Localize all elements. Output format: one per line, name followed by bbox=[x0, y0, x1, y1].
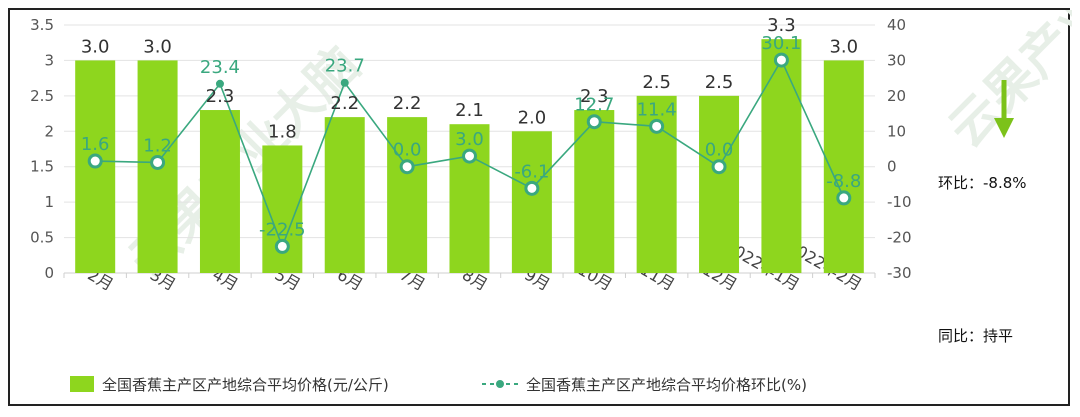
bar-value-label: 3.0 bbox=[81, 36, 110, 57]
bar bbox=[387, 117, 428, 273]
y-left-tick: 3 bbox=[44, 51, 54, 69]
yoy-note: 同比：持平 bbox=[938, 327, 1013, 345]
line-point bbox=[274, 238, 290, 254]
y-right-tick: 0 bbox=[887, 158, 897, 176]
line-value-label: 0.0 bbox=[705, 140, 734, 161]
line-value-label: 3.0 bbox=[455, 129, 484, 150]
bar bbox=[699, 95, 740, 273]
bar-value-label: 2.3 bbox=[580, 86, 609, 107]
down-arrow-icon bbox=[994, 80, 1014, 138]
y-right-tick: 10 bbox=[887, 122, 906, 140]
y-left-tick: 1.5 bbox=[30, 158, 54, 176]
line-point bbox=[836, 190, 852, 206]
line-point bbox=[524, 180, 540, 196]
y-right-tick: 40 bbox=[887, 16, 906, 34]
y-right-tick: -20 bbox=[887, 229, 912, 247]
line-point bbox=[87, 153, 103, 169]
y-left-tick: 0 bbox=[44, 264, 54, 282]
bar bbox=[574, 110, 615, 274]
line-value-label: 12.7 bbox=[574, 95, 614, 116]
bar-value-label: 2.0 bbox=[518, 107, 547, 128]
bar-value-label: 2.3 bbox=[206, 86, 235, 107]
y-left-tick: 2 bbox=[44, 122, 54, 140]
chart-frame: 云果产业大脑 云果产业大脑 0 -30 0.5 -20 1 -10 1.5 0 2 10 2.5 20 3… bbox=[8, 8, 1072, 406]
line-point bbox=[773, 52, 789, 68]
line-value-label: 11.4 bbox=[637, 99, 677, 120]
legend: 全国香蕉主产区产地综合平均价格(元/公斤) 全国香蕉主产区产地综合平均价格环比(%… bbox=[70, 376, 807, 394]
bar bbox=[511, 131, 552, 273]
y-right-tick: 20 bbox=[887, 87, 906, 105]
y-left-tick: 2.5 bbox=[30, 87, 54, 105]
line-point bbox=[340, 78, 349, 87]
line-point bbox=[711, 159, 727, 175]
bar-value-label: 2.5 bbox=[705, 72, 734, 93]
y-right-tick: -10 bbox=[887, 193, 912, 211]
bar-value-label: 2.2 bbox=[330, 93, 359, 114]
line-value-label: 1.2 bbox=[143, 135, 172, 156]
mom-note: 环比：-8.8% bbox=[938, 174, 1027, 192]
legend-line-label: 全国香蕉主产区产地综合平均价格环比(%) bbox=[526, 376, 807, 394]
line-series bbox=[87, 52, 852, 254]
line-value-label: 23.4 bbox=[200, 57, 240, 78]
bar-series bbox=[75, 39, 864, 274]
line-point bbox=[215, 79, 224, 88]
bar-value-label: 3.0 bbox=[829, 36, 858, 57]
bar bbox=[761, 39, 802, 273]
line-point bbox=[586, 114, 602, 130]
bar bbox=[199, 110, 240, 274]
data-labels: 3.0 3.0 2.3 1.8 2.2 2.2 2.1 2.0 2.3 2.5 2.5 3.3 3.0 1… bbox=[81, 15, 861, 240]
bar-value-label: 2.1 bbox=[455, 100, 484, 121]
y-right-tick: 30 bbox=[887, 51, 906, 69]
legend-bar-label: 全国香蕉主产区产地综合平均价格(元/公斤) bbox=[102, 376, 389, 394]
y-left-tick: 0.5 bbox=[30, 229, 54, 247]
line-point bbox=[649, 118, 665, 134]
line-value-label: 0.0 bbox=[393, 140, 422, 161]
legend-line-marker bbox=[496, 380, 504, 388]
bar-value-label: 3.3 bbox=[767, 15, 796, 36]
line-value-label: 30.1 bbox=[761, 33, 801, 54]
bar-value-label: 1.8 bbox=[268, 121, 297, 142]
bar bbox=[324, 117, 365, 273]
line-value-label: 23.7 bbox=[325, 56, 365, 77]
line-point bbox=[462, 148, 477, 164]
line-point bbox=[399, 159, 415, 175]
bar-value-label: 2.5 bbox=[642, 72, 671, 93]
line-point bbox=[150, 154, 166, 170]
line-value-label: -22.5 bbox=[259, 219, 306, 240]
legend-bar-swatch bbox=[70, 376, 94, 392]
bar-value-label: 3.0 bbox=[143, 36, 172, 57]
line-value-label: -6.1 bbox=[514, 161, 549, 182]
y-left-tick: 3.5 bbox=[30, 16, 54, 34]
y-right-tick: -30 bbox=[887, 264, 912, 282]
line-value-label: 1.6 bbox=[81, 134, 110, 155]
line-value-label: -8.8 bbox=[826, 171, 861, 192]
y-left-tick: 1 bbox=[44, 193, 54, 211]
bar-value-label: 2.2 bbox=[393, 93, 422, 114]
